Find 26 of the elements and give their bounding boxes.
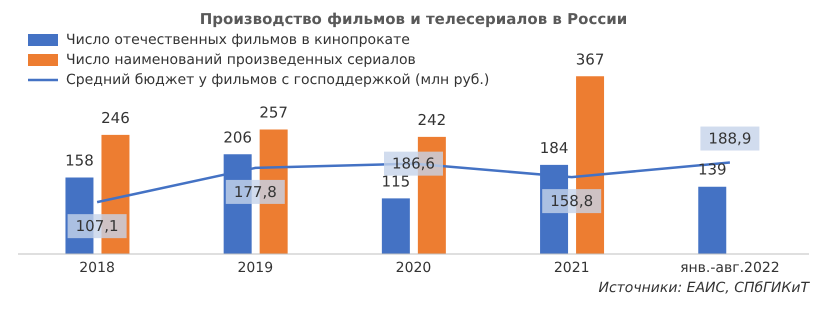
data-label: 158 bbox=[65, 151, 94, 170]
legend-label: Число наименований произведенных сериалов bbox=[66, 51, 416, 70]
data-label: 257 bbox=[259, 104, 288, 122]
data-label: 246 bbox=[101, 108, 130, 127]
data-label: 184 bbox=[540, 138, 568, 157]
text: Источники: ЕАИС, СПбГИКиТ bbox=[597, 280, 811, 296]
x-tick-label: 2020 bbox=[396, 260, 432, 276]
data-label: 115 bbox=[382, 172, 410, 190]
data-label: 188,9 bbox=[708, 130, 752, 148]
data-label: 158,8 bbox=[550, 192, 594, 210]
bar bbox=[382, 198, 410, 254]
data-label: 107,1 bbox=[76, 217, 119, 236]
x-tick-label: 2018 bbox=[79, 260, 115, 276]
data-label: 242 bbox=[418, 110, 446, 129]
bar bbox=[698, 186, 726, 254]
data-label: 186,6 bbox=[392, 154, 435, 173]
x-tick-label: 2021 bbox=[554, 260, 590, 276]
data-label: 367 bbox=[576, 50, 604, 68]
chart-title: Производство фильмов и телесериалов в России bbox=[198, 9, 628, 30]
data-label: 139 bbox=[698, 160, 727, 179]
legend-label: Средний бюджет у фильмов с господдержкой (млн руб.) bbox=[66, 71, 490, 90]
data-label: 206 bbox=[223, 128, 252, 146]
data-label: 177,8 bbox=[234, 182, 277, 201]
legend-label: Число отечественных фильмов в кинопрокате bbox=[66, 31, 410, 50]
x-tick-label: янв.-авг.2022 bbox=[680, 260, 780, 276]
x-tick-label: 2019 bbox=[237, 260, 274, 276]
